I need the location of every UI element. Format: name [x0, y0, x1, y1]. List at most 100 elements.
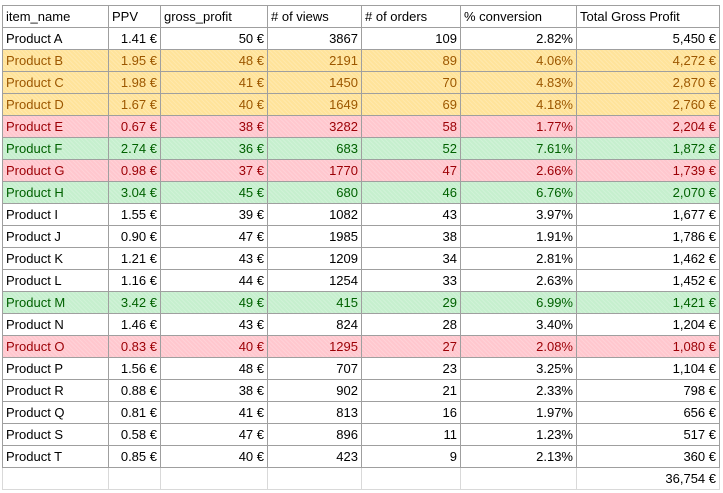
table-cell[interactable]: 34 — [361, 247, 461, 270]
table-cell[interactable]: Product H — [2, 181, 109, 204]
header-cell[interactable]: Total Gross Profit — [576, 5, 720, 28]
table-cell[interactable]: 4.18% — [460, 93, 577, 116]
table-cell[interactable]: 47 — [361, 159, 461, 182]
table-cell[interactable]: 2.74 € — [108, 137, 161, 160]
table-cell[interactable]: 415 — [267, 291, 362, 314]
table-cell[interactable]: 23 — [361, 357, 461, 380]
table-cell[interactable]: Product C — [2, 71, 109, 94]
table-cell[interactable]: 423 — [267, 445, 362, 468]
table-cell[interactable]: 2191 — [267, 49, 362, 72]
table-cell[interactable]: 1,677 € — [576, 203, 720, 226]
table-cell[interactable]: 0.85 € — [108, 445, 161, 468]
table-cell[interactable]: 902 — [267, 379, 362, 402]
empty-cell[interactable] — [361, 467, 461, 490]
header-cell[interactable]: % conversion — [460, 5, 577, 28]
table-cell[interactable]: 1,421 € — [576, 291, 720, 314]
table-cell[interactable]: 824 — [267, 313, 362, 336]
table-cell[interactable]: 11 — [361, 423, 461, 446]
table-cell[interactable]: 656 € — [576, 401, 720, 424]
header-cell[interactable]: PPV — [108, 5, 161, 28]
table-cell[interactable]: 1.55 € — [108, 203, 161, 226]
table-cell[interactable]: 1254 — [267, 269, 362, 292]
table-cell[interactable]: Product D — [2, 93, 109, 116]
table-cell[interactable]: 69 — [361, 93, 461, 116]
table-cell[interactable]: 517 € — [576, 423, 720, 446]
table-cell[interactable]: 43 — [361, 203, 461, 226]
table-cell[interactable]: 33 — [361, 269, 461, 292]
table-cell[interactable]: 1.97% — [460, 401, 577, 424]
total-gross-profit-cell[interactable]: 36,754 € — [576, 467, 720, 490]
table-cell[interactable]: 5,450 € — [576, 27, 720, 50]
table-cell[interactable]: 4,272 € — [576, 49, 720, 72]
table-cell[interactable]: 1649 — [267, 93, 362, 116]
table-cell[interactable]: 0.58 € — [108, 423, 161, 446]
table-cell[interactable]: 1.77% — [460, 115, 577, 138]
table-cell[interactable]: 3282 — [267, 115, 362, 138]
table-cell[interactable]: 4.06% — [460, 49, 577, 72]
table-cell[interactable]: Product B — [2, 49, 109, 72]
table-cell[interactable]: 1.56 € — [108, 357, 161, 380]
table-cell[interactable]: 1.98 € — [108, 71, 161, 94]
table-cell[interactable]: 39 € — [160, 203, 268, 226]
table-cell[interactable]: 29 — [361, 291, 461, 314]
table-cell[interactable]: 6.76% — [460, 181, 577, 204]
table-cell[interactable]: Product F — [2, 137, 109, 160]
empty-cell[interactable] — [2, 467, 109, 490]
empty-cell[interactable] — [108, 467, 161, 490]
table-cell[interactable]: 4.83% — [460, 71, 577, 94]
table-cell[interactable]: 2.63% — [460, 269, 577, 292]
table-cell[interactable]: 38 € — [160, 379, 268, 402]
empty-cell[interactable] — [460, 467, 577, 490]
table-cell[interactable]: 1,786 € — [576, 225, 720, 248]
header-cell[interactable]: # of orders — [361, 5, 461, 28]
table-cell[interactable]: Product R — [2, 379, 109, 402]
table-cell[interactable]: Product A — [2, 27, 109, 50]
header-cell[interactable]: # of views — [267, 5, 362, 28]
table-cell[interactable]: 798 € — [576, 379, 720, 402]
table-cell[interactable]: 16 — [361, 401, 461, 424]
table-cell[interactable]: 58 — [361, 115, 461, 138]
table-cell[interactable]: 3867 — [267, 27, 362, 50]
table-cell[interactable]: 2.33% — [460, 379, 577, 402]
table-cell[interactable]: 50 € — [160, 27, 268, 50]
table-cell[interactable]: 1,872 € — [576, 137, 720, 160]
table-cell[interactable]: 2,070 € — [576, 181, 720, 204]
table-cell[interactable]: 41 € — [160, 401, 268, 424]
table-cell[interactable]: 7.61% — [460, 137, 577, 160]
table-cell[interactable]: 89 — [361, 49, 461, 72]
table-cell[interactable]: Product O — [2, 335, 109, 358]
table-cell[interactable]: Product K — [2, 247, 109, 270]
table-cell[interactable]: 707 — [267, 357, 362, 380]
table-cell[interactable]: 1,104 € — [576, 357, 720, 380]
table-cell[interactable]: 0.98 € — [108, 159, 161, 182]
table-cell[interactable]: 1770 — [267, 159, 362, 182]
table-cell[interactable]: 0.88 € — [108, 379, 161, 402]
table-cell[interactable]: Product P — [2, 357, 109, 380]
table-cell[interactable]: 2.66% — [460, 159, 577, 182]
table-cell[interactable]: 1295 — [267, 335, 362, 358]
table-cell[interactable]: 2.13% — [460, 445, 577, 468]
table-cell[interactable]: 2,204 € — [576, 115, 720, 138]
table-cell[interactable]: 1985 — [267, 225, 362, 248]
table-cell[interactable]: Product G — [2, 159, 109, 182]
table-cell[interactable]: 21 — [361, 379, 461, 402]
table-cell[interactable]: 1,204 € — [576, 313, 720, 336]
table-cell[interactable]: 6.99% — [460, 291, 577, 314]
table-cell[interactable]: Product L — [2, 269, 109, 292]
table-cell[interactable]: 38 — [361, 225, 461, 248]
table-cell[interactable]: 680 — [267, 181, 362, 204]
table-cell[interactable]: 41 € — [160, 71, 268, 94]
table-cell[interactable]: 3.40% — [460, 313, 577, 336]
table-cell[interactable]: 1.95 € — [108, 49, 161, 72]
table-cell[interactable]: Product Q — [2, 401, 109, 424]
table-cell[interactable]: 2,870 € — [576, 71, 720, 94]
table-cell[interactable]: 27 — [361, 335, 461, 358]
table-cell[interactable]: Product M — [2, 291, 109, 314]
table-cell[interactable]: 44 € — [160, 269, 268, 292]
table-cell[interactable]: 1082 — [267, 203, 362, 226]
header-cell[interactable]: item_name — [2, 5, 109, 28]
table-cell[interactable]: 109 — [361, 27, 461, 50]
table-cell[interactable]: Product E — [2, 115, 109, 138]
table-cell[interactable]: 0.81 € — [108, 401, 161, 424]
table-cell[interactable]: 360 € — [576, 445, 720, 468]
